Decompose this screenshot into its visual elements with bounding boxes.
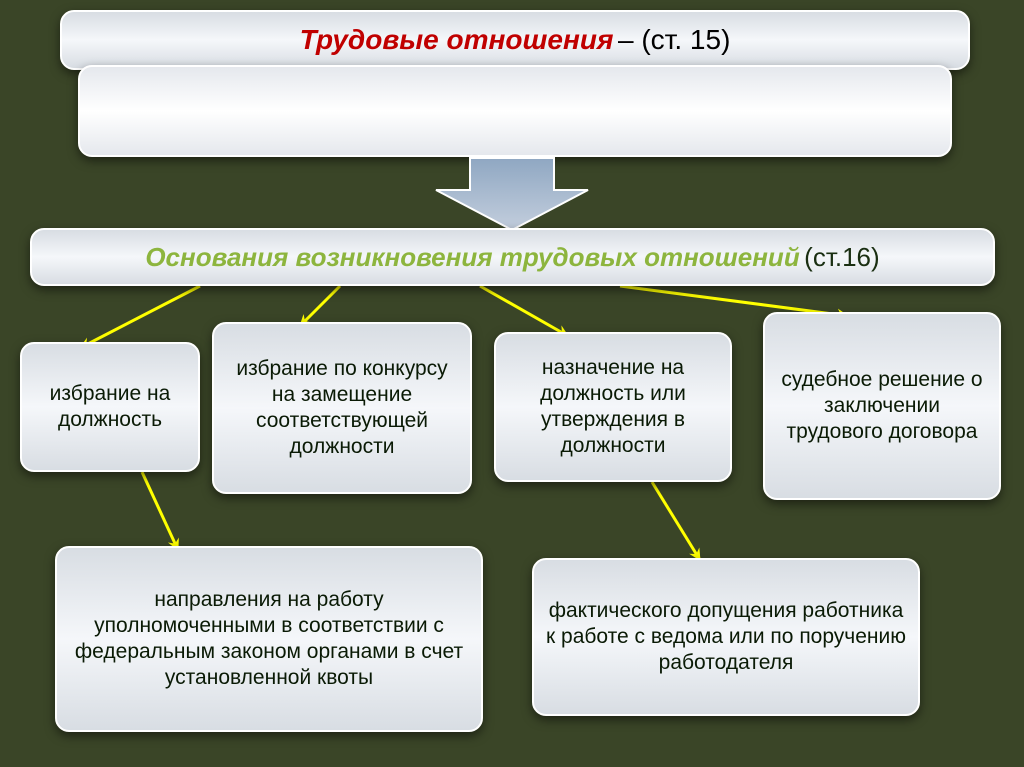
arrow-to-n2 xyxy=(300,286,340,326)
node-competition: избрание по конкурсу на замещение соотве… xyxy=(212,322,472,494)
header-title-main: Трудовые отношения xyxy=(300,24,614,55)
node-quota-label: направления на работу уполномоченными в … xyxy=(69,587,469,692)
header-title-suffix: – (ст. 15) xyxy=(618,24,730,55)
node-election-label: избрание на должность xyxy=(34,381,186,434)
node-election: избрание на должность xyxy=(20,342,200,472)
block-down-arrow xyxy=(436,158,588,230)
header-box: Трудовые отношения – (ст. 15) xyxy=(60,10,970,70)
subheader-title-main: Основания возникновения трудовых отношен… xyxy=(145,242,799,272)
arrow-to-n3 xyxy=(480,286,568,336)
node-factual: фактического допущения работника к работ… xyxy=(532,558,920,716)
node-factual-label: фактического допущения работника к работ… xyxy=(546,598,906,677)
node-quota: направления на работу уполномоченными в … xyxy=(55,546,483,732)
arrow-to-n5 xyxy=(142,472,178,550)
node-competition-label: избрание по конкурсу на замещение соотве… xyxy=(226,356,458,461)
header-inner-box xyxy=(78,65,952,157)
arrow-to-n6 xyxy=(652,482,700,560)
node-court-label: судебное решение о заключении трудового … xyxy=(777,367,987,446)
subheader-title-suffix: (ст.16) xyxy=(804,242,880,272)
node-court: судебное решение о заключении трудового … xyxy=(763,312,1001,500)
node-appointment-label: назначение на должность или утверждения … xyxy=(508,355,718,460)
arrow-to-n1 xyxy=(80,286,200,348)
subheader-box: Основания возникновения трудовых отношен… xyxy=(30,228,995,286)
node-appointment: назначение на должность или утверждения … xyxy=(494,332,732,482)
